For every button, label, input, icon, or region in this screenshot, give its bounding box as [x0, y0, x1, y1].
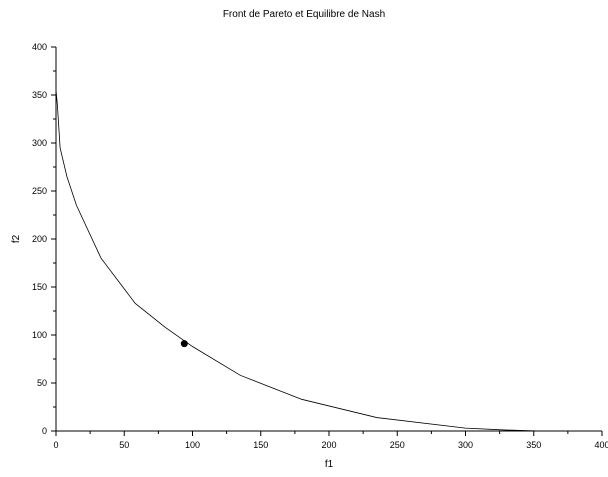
y-tick-label: 400 — [32, 42, 47, 52]
axes — [55, 47, 602, 432]
x-tick-label: 100 — [185, 440, 200, 450]
y-tick-label: 300 — [32, 138, 47, 148]
x-tick-label: 0 — [53, 440, 58, 450]
x-tick-label: 200 — [321, 440, 336, 450]
nash-equilibrium-point — [180, 340, 188, 348]
x-tick-label: 350 — [526, 440, 541, 450]
y-tick-label: 0 — [42, 426, 47, 436]
chart-title: Front de Pareto et Equilibre de Nash — [223, 9, 385, 20]
x-tick-label: 150 — [253, 440, 268, 450]
x-axis-label: f1 — [325, 459, 334, 470]
y-tick-label: 200 — [32, 234, 47, 244]
x-tick-label: 300 — [458, 440, 473, 450]
series-layer — [55, 90, 541, 432]
x-ticks: 0 50 100 150 200 250 300 350 400 — [53, 431, 608, 450]
y-tick-label: 250 — [32, 186, 47, 196]
y-tick-label: 150 — [32, 282, 47, 292]
y-axis-label: f2 — [11, 234, 22, 243]
y-tick-label: 100 — [32, 330, 47, 340]
x-tick-label: 250 — [390, 440, 405, 450]
y-tick-label: 350 — [32, 90, 47, 100]
pareto-front-line — [55, 90, 541, 432]
y-tick-label: 50 — [37, 378, 47, 388]
x-tick-label: 400 — [594, 440, 608, 450]
x-tick-label: 50 — [119, 440, 129, 450]
y-ticks: 0 50 100 150 200 250 300 350 400 — [32, 42, 56, 436]
